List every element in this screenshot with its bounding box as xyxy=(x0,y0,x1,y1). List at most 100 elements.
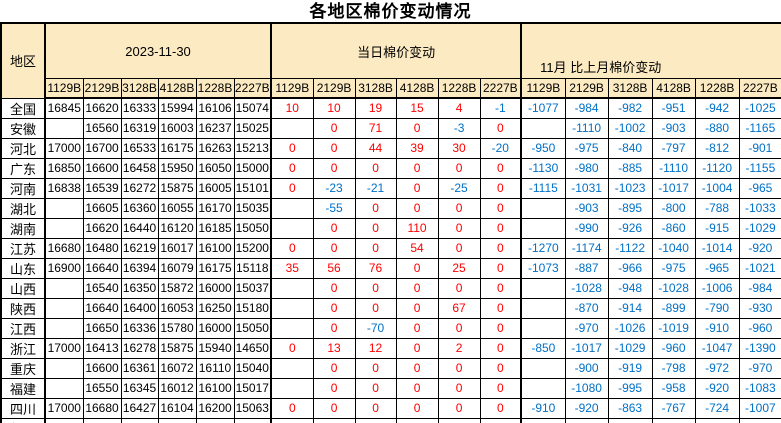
daily-change-cell: 0 xyxy=(479,257,522,279)
price-cell xyxy=(44,317,84,339)
price-cell xyxy=(44,277,84,299)
monthly-change-cell: -880 xyxy=(694,117,740,139)
price-cell: 16680 xyxy=(82,397,122,419)
monthly-change-cell: -850 xyxy=(520,337,566,359)
price-cell: 16079 xyxy=(157,257,197,279)
column-header-3128b: 3128B xyxy=(607,78,653,99)
table-row: 山西 16540 16350 15872 16000 15037 0 0 0 0 0 -1028 -94… xyxy=(0,277,781,299)
daily-change-cell: 0 xyxy=(312,397,356,419)
daily-change-cell: 0 xyxy=(312,217,356,239)
price-cell: 16219 xyxy=(120,237,159,259)
monthly-change-cell: -1023 xyxy=(607,177,653,199)
daily-change-cell: 0 xyxy=(479,277,522,299)
daily-change-cell: 0 xyxy=(479,357,522,379)
monthly-change-cell: -1028 xyxy=(651,277,696,299)
monthly-change-cell: -1029 xyxy=(738,217,781,239)
price-cell: 16156 xyxy=(120,417,159,423)
price-cell xyxy=(44,297,84,319)
price-cell: 16427 xyxy=(120,397,159,419)
price-cell xyxy=(233,417,272,423)
daily-change-cell xyxy=(270,357,314,379)
price-cell: 17000 xyxy=(44,397,84,419)
daily-change-cell: 0 xyxy=(395,317,439,339)
daily-change-cell: 0 xyxy=(395,157,439,179)
price-cell: 16100 xyxy=(195,237,235,259)
price-cell: 16072 xyxy=(157,357,197,379)
price-cell: 16600 xyxy=(82,157,122,179)
monthly-change-cell: -922 xyxy=(607,417,653,423)
monthly-change-cell: -790 xyxy=(694,297,740,319)
price-cell: 16550 xyxy=(82,377,122,399)
monthly-change-cell: -1006 xyxy=(694,277,740,299)
price-cell: 15037 xyxy=(233,277,272,299)
monthly-change-cell: -995 xyxy=(607,377,653,399)
group-header-daily-change: 当日棉价变动 xyxy=(270,22,522,79)
daily-change-cell: 12 xyxy=(354,337,397,359)
monthly-change-cell: -1029 xyxy=(607,337,653,359)
column-header-2227b: 2227B xyxy=(233,78,272,99)
monthly-change-cell: -970 xyxy=(738,357,781,379)
daily-change-cell: 0 xyxy=(312,137,356,159)
daily-change-cell: 0 xyxy=(354,277,397,299)
daily-change-cell: 0 xyxy=(395,177,439,199)
price-cell: 14650 xyxy=(233,337,272,359)
monthly-change-cell xyxy=(520,297,566,319)
monthly-change-cell: -874 xyxy=(694,417,740,423)
monthly-change-cell: -901 xyxy=(738,137,781,159)
monthly-change-cell: -966 xyxy=(607,257,653,279)
table-row: 江西 16650 16336 15780 16000 15050 0 -70 0 0 0 -970 -1… xyxy=(0,317,781,339)
monthly-change-cell: -1390 xyxy=(738,337,781,359)
daily-change-cell: 0 xyxy=(270,337,314,359)
daily-change-cell: 0 xyxy=(354,217,397,239)
monthly-change-cell: -1033 xyxy=(738,197,781,219)
monthly-change-cell: -984 xyxy=(738,277,781,299)
monthly-change-cell: -990 xyxy=(564,217,609,239)
price-cell: 16850 xyxy=(44,157,84,179)
daily-change-cell: 0 xyxy=(395,297,439,319)
region-cell: 广东 xyxy=(0,157,46,179)
daily-change-cell xyxy=(270,317,314,339)
table-row: 山东 16900 16640 16394 16079 16175 15118 35 56 76 0 2… xyxy=(0,257,781,279)
price-cell: 16110 xyxy=(195,357,235,379)
daily-change-cell: 0 xyxy=(354,197,397,219)
price-cell: 16350 xyxy=(120,277,159,299)
price-cell: 16200 xyxy=(195,397,235,419)
daily-change-cell: 4 xyxy=(437,97,481,119)
daily-change-cell: 0 xyxy=(479,397,522,419)
daily-change-cell: 10 xyxy=(270,97,314,119)
price-cell: 16000 xyxy=(195,317,235,339)
daily-change-cell: 0 xyxy=(479,117,522,139)
daily-change-cell: 0 xyxy=(270,417,314,423)
price-cell: 16560 xyxy=(82,117,122,139)
monthly-change-cell xyxy=(738,417,781,423)
region-cell: 新疆 xyxy=(0,417,46,423)
price-cell: 17000 xyxy=(44,137,84,159)
price-cell: 16250 xyxy=(195,297,235,319)
monthly-change-cell: -960 xyxy=(738,317,781,339)
table-row: 全国 16845 16620 16333 15994 16106 15074 10 10 19 15… xyxy=(0,97,781,119)
price-cell: 16480 xyxy=(82,237,122,259)
monthly-change-cell: -951 xyxy=(651,97,696,119)
price-cell: 15940 xyxy=(195,337,235,359)
table-row: 陕西 16640 16400 16053 16250 15180 0 0 0 67 0 -870 -91… xyxy=(0,297,781,319)
table-row: 浙江 17000 16413 16278 15875 15940 14650 0 13 12 0 2 0… xyxy=(0,337,781,359)
monthly-change-cell: -872 xyxy=(520,417,566,423)
daily-change-cell: 0 xyxy=(312,277,356,299)
monthly-change-cell: -1110 xyxy=(564,117,609,139)
monthly-change-cell: -900 xyxy=(564,357,609,379)
price-cell: 16003 xyxy=(157,117,197,139)
column-header-2129b: 2129B xyxy=(82,78,122,99)
daily-change-cell: -25 xyxy=(437,177,481,199)
monthly-change-cell: -1155 xyxy=(738,157,781,179)
monthly-change-cell xyxy=(520,117,566,139)
daily-change-cell: 0 xyxy=(270,237,314,259)
monthly-change-cell xyxy=(520,357,566,379)
column-header-2227b: 2227B xyxy=(738,78,781,99)
monthly-change-cell: -724 xyxy=(694,397,740,419)
price-cell: 16400 xyxy=(120,297,159,319)
region-cell: 河南 xyxy=(0,177,46,199)
daily-change-cell: 10 xyxy=(312,97,356,119)
subheader-row: 1129B 2129B 3128B 4128B 1228B 2227B 1129B 2129B… xyxy=(1,78,781,99)
daily-change-cell: 0 xyxy=(270,177,314,199)
